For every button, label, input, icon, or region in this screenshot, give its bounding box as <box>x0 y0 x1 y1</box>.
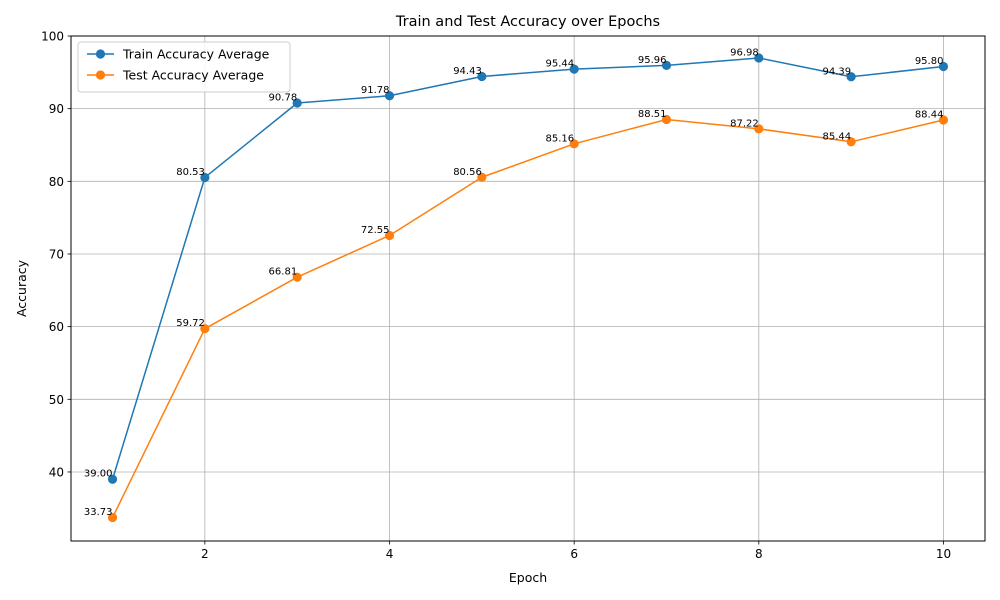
data-label: 94.39 <box>822 66 851 77</box>
data-point <box>938 61 949 72</box>
y-tick-label: 90 <box>49 102 64 116</box>
data-point <box>107 474 118 484</box>
data-label: 91.78 <box>361 85 390 96</box>
data-label: 85.16 <box>546 133 575 144</box>
x-tick-label: 10 <box>936 547 951 561</box>
data-label: 88.51 <box>638 109 667 120</box>
legend-box <box>77 41 291 93</box>
legend-swatch-marker <box>95 49 106 59</box>
data-point <box>477 172 487 182</box>
y-tick-label: 60 <box>49 320 64 334</box>
x-tick-label: 2 <box>201 547 209 561</box>
data-label: 80.56 <box>453 167 482 178</box>
chart-title: Train and Test Accuracy over Epochs <box>395 14 660 30</box>
data-label: 80.53 <box>176 167 205 178</box>
data-point <box>754 124 764 134</box>
data-label: 95.44 <box>546 59 575 70</box>
data-label: 59.72 <box>176 318 205 329</box>
legend-label: Train Accuracy Average <box>122 47 270 62</box>
data-point <box>569 64 579 74</box>
data-label-layer: 39.00 80.53 90.78 91.78 94.43 95.44 95.96 96.98… <box>84 47 944 518</box>
data-point <box>569 139 579 149</box>
data-label: 90.78 <box>269 92 298 103</box>
series-line-0 <box>111 57 944 480</box>
y-tick-label: 70 <box>49 247 64 261</box>
data-label: 85.44 <box>822 131 851 142</box>
data-point <box>107 512 118 523</box>
plot-frame <box>70 35 986 542</box>
data-label: 66.81 <box>269 267 298 278</box>
data-label: 33.73 <box>84 507 113 518</box>
data-point <box>938 115 949 125</box>
series-layer <box>107 53 949 523</box>
data-point <box>661 114 672 125</box>
grid-layer <box>71 35 985 541</box>
y-tick-label: 80 <box>49 175 64 189</box>
data-point <box>384 230 395 241</box>
legend: Train Accuracy Average Test Accuracy Aver… <box>77 41 291 93</box>
data-label: 88.44 <box>915 109 944 120</box>
series-line-1 <box>111 118 944 518</box>
data-label: 95.96 <box>638 55 667 66</box>
data-point <box>846 137 856 147</box>
y-axis-label: Accuracy <box>14 259 29 317</box>
data-point <box>846 72 856 82</box>
data-label: 95.80 <box>915 56 944 67</box>
data-point <box>477 71 487 82</box>
x-tick-label: 6 <box>570 547 578 561</box>
data-label: 72.55 <box>361 225 390 236</box>
data-point <box>661 60 672 70</box>
legend-swatch-marker <box>95 70 106 80</box>
data-point <box>200 172 210 183</box>
data-point <box>754 53 764 63</box>
data-point <box>384 91 395 101</box>
data-point <box>200 324 210 334</box>
data-point <box>292 98 302 108</box>
x-tick-label: 8 <box>755 547 763 561</box>
y-tick-label: 50 <box>49 393 64 407</box>
data-label: 94.43 <box>453 66 482 77</box>
y-tick-label: 40 <box>49 465 64 479</box>
x-axis-label: Epoch <box>509 570 547 585</box>
tick-layer: 2 4 6 8 10 40 50 60 70 80 90 100 <box>41 30 951 562</box>
x-tick-label: 4 <box>386 547 394 561</box>
data-point <box>292 272 302 282</box>
data-label: 87.22 <box>730 118 759 129</box>
data-label: 96.98 <box>730 47 759 58</box>
legend-label: Test Accuracy Average <box>122 68 264 83</box>
y-tick-label: 100 <box>41 30 64 44</box>
data-label: 39.00 <box>84 469 113 480</box>
